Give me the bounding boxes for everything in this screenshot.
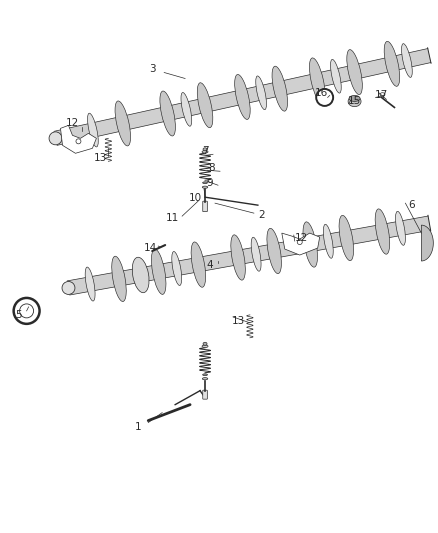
Text: 15: 15 [348, 96, 361, 107]
Text: 17: 17 [375, 91, 388, 100]
Ellipse shape [152, 249, 166, 294]
Ellipse shape [88, 113, 98, 147]
Ellipse shape [347, 50, 362, 94]
Text: 1: 1 [135, 422, 141, 432]
Ellipse shape [303, 222, 318, 267]
Text: 2: 2 [258, 210, 265, 220]
Text: 13: 13 [231, 316, 244, 326]
Circle shape [20, 304, 34, 318]
Text: 3: 3 [149, 63, 155, 74]
Polygon shape [67, 216, 431, 295]
Ellipse shape [203, 342, 207, 345]
Ellipse shape [348, 96, 361, 107]
Text: 12: 12 [66, 118, 79, 128]
Ellipse shape [331, 59, 341, 93]
Text: 5: 5 [15, 310, 22, 320]
Ellipse shape [160, 91, 175, 136]
Text: 16: 16 [315, 88, 328, 99]
Ellipse shape [85, 267, 95, 301]
Circle shape [76, 139, 81, 144]
Ellipse shape [272, 66, 288, 111]
Ellipse shape [231, 235, 245, 280]
Text: 4: 4 [207, 260, 213, 270]
Circle shape [62, 281, 75, 294]
Polygon shape [421, 225, 433, 261]
Text: 13: 13 [94, 154, 107, 163]
Ellipse shape [203, 182, 208, 183]
Ellipse shape [375, 209, 390, 254]
Ellipse shape [172, 252, 182, 286]
Ellipse shape [323, 224, 333, 259]
Polygon shape [282, 233, 320, 255]
Ellipse shape [267, 228, 281, 273]
Ellipse shape [115, 101, 131, 146]
Circle shape [297, 239, 302, 245]
Ellipse shape [380, 93, 385, 96]
Ellipse shape [112, 256, 126, 302]
Text: 8: 8 [209, 163, 215, 173]
Ellipse shape [203, 148, 207, 151]
Polygon shape [54, 49, 431, 146]
Ellipse shape [202, 150, 208, 153]
Ellipse shape [339, 215, 353, 261]
Ellipse shape [256, 76, 266, 110]
Ellipse shape [202, 186, 208, 188]
Text: 14: 14 [144, 243, 157, 253]
Ellipse shape [181, 93, 192, 126]
Ellipse shape [235, 75, 250, 119]
FancyBboxPatch shape [203, 390, 207, 399]
Ellipse shape [202, 345, 208, 348]
Ellipse shape [202, 377, 208, 380]
Ellipse shape [251, 237, 261, 271]
Ellipse shape [402, 44, 412, 77]
Ellipse shape [384, 42, 400, 86]
Circle shape [49, 132, 62, 145]
Ellipse shape [191, 242, 205, 287]
Text: 7: 7 [202, 146, 208, 156]
Ellipse shape [309, 58, 325, 103]
Text: 9: 9 [207, 178, 213, 188]
Text: 6: 6 [408, 200, 415, 210]
Ellipse shape [132, 257, 149, 293]
Text: 10: 10 [188, 193, 201, 203]
Text: 11: 11 [166, 213, 179, 223]
Ellipse shape [197, 83, 213, 128]
Text: 12: 12 [295, 233, 308, 243]
Ellipse shape [203, 374, 208, 376]
Polygon shape [60, 125, 96, 154]
FancyBboxPatch shape [203, 201, 207, 212]
Circle shape [14, 298, 39, 324]
Ellipse shape [349, 95, 360, 101]
Circle shape [316, 89, 333, 106]
Ellipse shape [396, 211, 406, 245]
